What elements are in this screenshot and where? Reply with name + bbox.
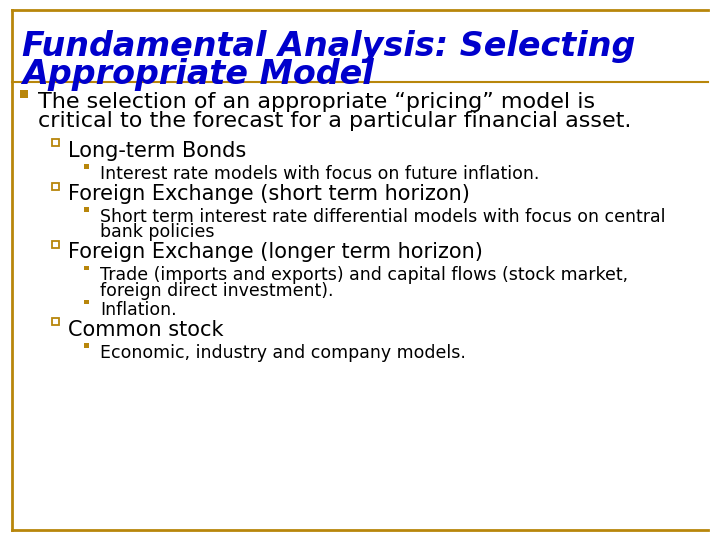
- Text: Long-term Bonds: Long-term Bonds: [68, 141, 246, 161]
- Text: Appropriate Model: Appropriate Model: [22, 58, 374, 91]
- Text: Interest rate models with focus on future inflation.: Interest rate models with focus on futur…: [100, 165, 539, 183]
- Text: Short term interest rate differential models with focus on central: Short term interest rate differential mo…: [100, 208, 665, 226]
- Text: Economic, industry and company models.: Economic, industry and company models.: [100, 344, 466, 362]
- Text: Foreign Exchange (longer term horizon): Foreign Exchange (longer term horizon): [68, 242, 483, 262]
- Text: Inflation.: Inflation.: [100, 301, 176, 319]
- Text: critical to the forecast for a particular financial asset.: critical to the forecast for a particula…: [38, 111, 631, 131]
- Text: Foreign Exchange (short term horizon): Foreign Exchange (short term horizon): [68, 184, 470, 204]
- Text: Fundamental Analysis: Selecting: Fundamental Analysis: Selecting: [22, 30, 635, 63]
- Text: Trade (imports and exports) and capital flows (stock market,: Trade (imports and exports) and capital …: [100, 266, 628, 285]
- Text: The selection of an appropriate “pricing” model is: The selection of an appropriate “pricing…: [38, 92, 595, 112]
- Text: foreign direct investment).: foreign direct investment).: [100, 281, 333, 300]
- Text: bank policies: bank policies: [100, 223, 215, 241]
- Text: Common stock: Common stock: [68, 320, 223, 340]
